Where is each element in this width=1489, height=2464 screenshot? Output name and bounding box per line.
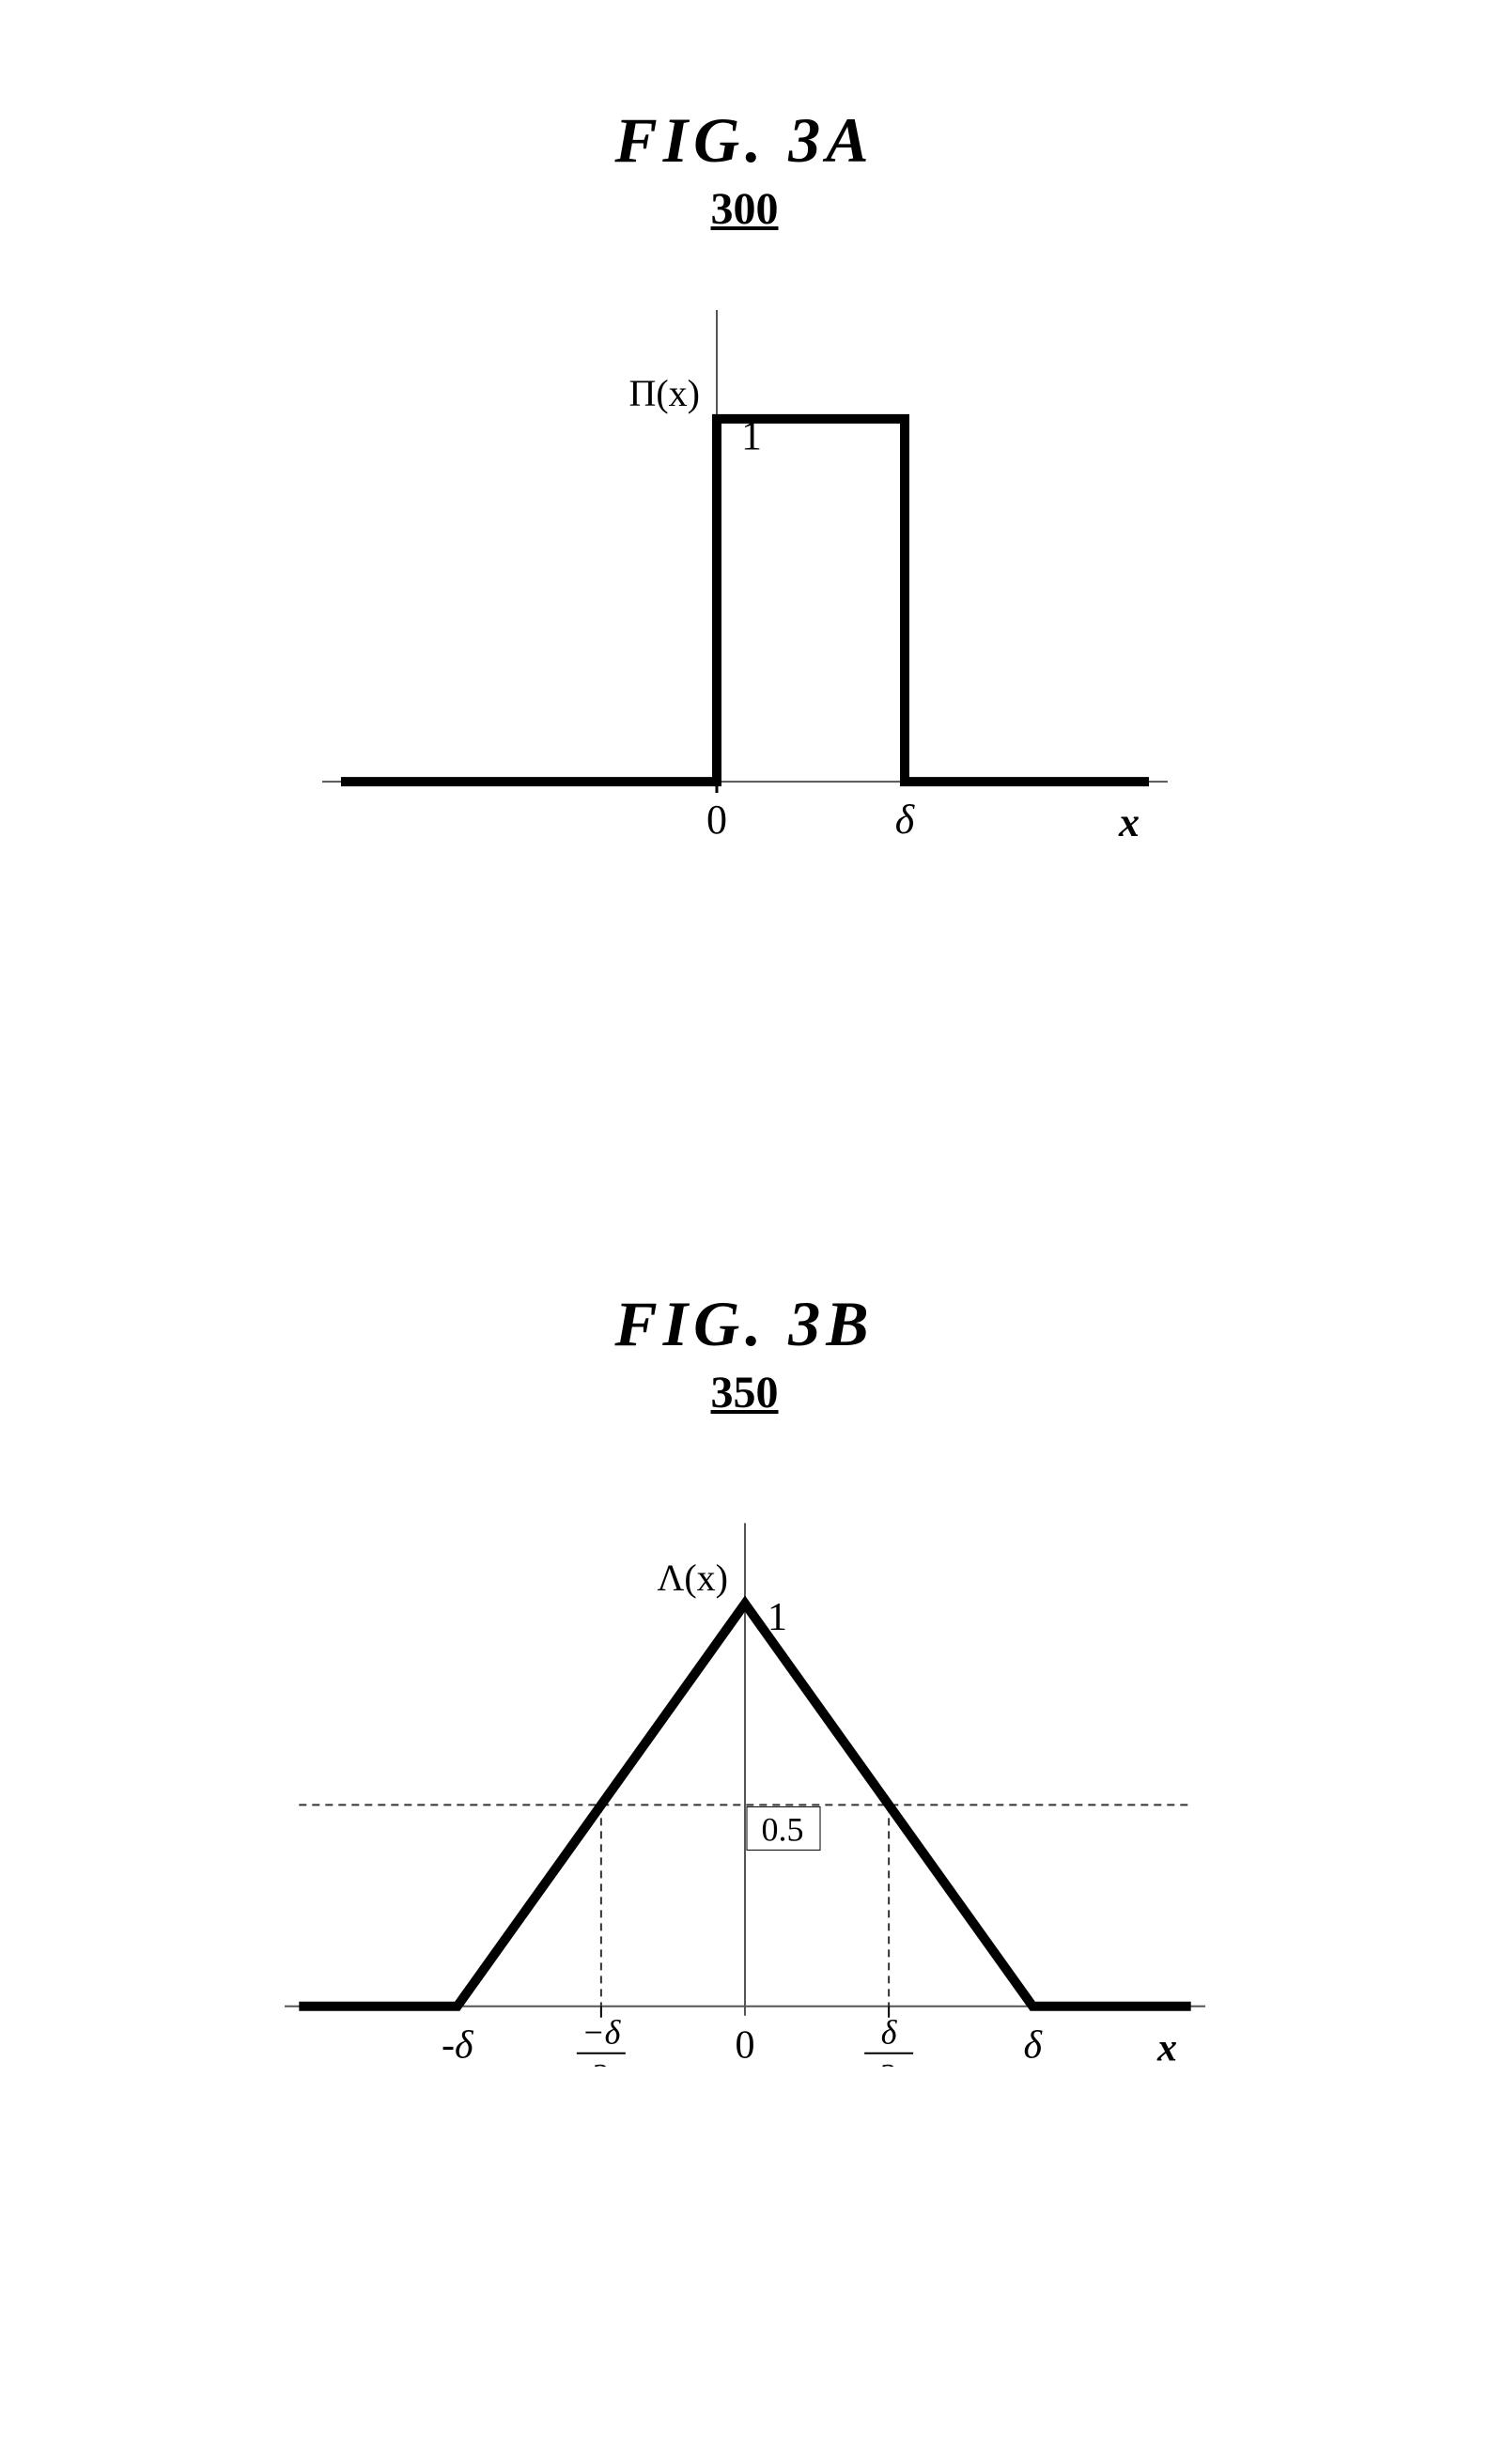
x-tick-pos-half: δ: [881, 2014, 898, 2052]
y-axis-label: Π(x): [628, 372, 700, 414]
fig-a-title: FIG. 3A: [0, 103, 1489, 178]
fig-b-chart: Λ(x) 1 0.5 -δ 0 δ −δ 2 δ 2 x: [285, 1503, 1205, 2067]
svg-text:δ: δ: [895, 797, 916, 836]
svg-text:2: 2: [880, 2057, 897, 2067]
y-tick-half: 0.5: [762, 1810, 804, 1848]
x-axis-label: x: [1118, 799, 1140, 836]
y-tick-1: 1: [768, 1596, 787, 1639]
x-tick-0: 0: [706, 797, 727, 836]
x-tick-pos-delta: δ: [1023, 2024, 1043, 2067]
rect-function: [341, 419, 1149, 782]
y-tick-1: 1: [741, 412, 762, 458]
fig-b-title: FIG. 3B: [0, 1287, 1489, 1361]
x-tick-0: 0: [736, 2024, 755, 2067]
fig-b-number: 350: [0, 1367, 1489, 1418]
svg-text:2: 2: [593, 2057, 610, 2067]
page: FIG. 3A 300 Π(x) 1 0 δ x FIG. 3B 350 Λ(x) 1 0.…: [0, 0, 1489, 2464]
fig-a-chart: Π(x) 1 0 δ x: [322, 310, 1168, 836]
fig-a-number: 300: [0, 183, 1489, 235]
x-tick-neg-half: −δ: [582, 2014, 621, 2052]
x-axis-label: x: [1156, 2027, 1177, 2067]
x-tick-neg-delta: -δ: [442, 2024, 474, 2067]
y-axis-label: Λ(x): [657, 1557, 728, 1599]
